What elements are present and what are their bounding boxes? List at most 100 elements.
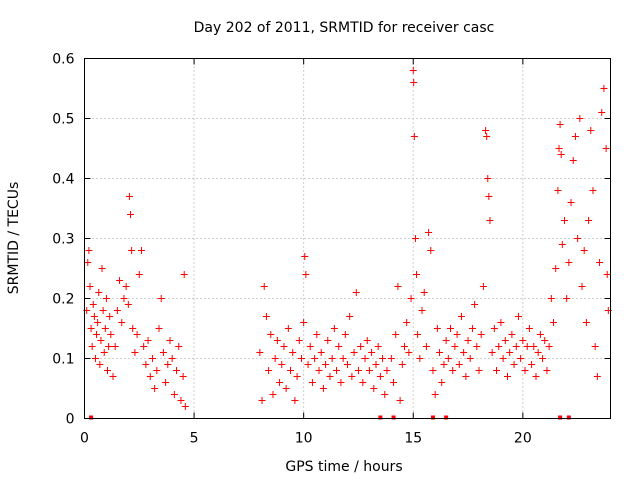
data-point (287, 367, 295, 374)
data-point (151, 385, 159, 392)
data-point (301, 253, 309, 260)
x-tick-label: 5 (190, 431, 199, 447)
data-point (322, 361, 330, 368)
y-tick-label: 0.5 (52, 112, 74, 128)
data-point (591, 343, 599, 350)
data-point (120, 295, 128, 302)
zero-point (444, 415, 449, 420)
data-point (488, 349, 496, 356)
data-point (88, 343, 96, 350)
data-point (512, 343, 520, 350)
data-point (418, 307, 426, 314)
data-point (94, 319, 102, 326)
data-point (410, 79, 418, 86)
data-point (477, 331, 485, 338)
data-point (291, 397, 299, 404)
data-point (392, 331, 400, 338)
data-point (429, 367, 437, 374)
data-point (326, 373, 334, 380)
data-point (181, 403, 189, 410)
data-point (413, 271, 421, 278)
data-point (256, 349, 264, 356)
data-point (258, 397, 266, 404)
y-axis-label: SRMTID / TECUs (6, 182, 22, 295)
y-tick-label: 0.3 (52, 232, 74, 248)
data-point (262, 313, 270, 320)
data-point (142, 361, 150, 368)
data-point (499, 355, 507, 362)
data-point (89, 301, 97, 308)
data-point (328, 355, 336, 362)
data-point (280, 343, 288, 350)
data-point (306, 343, 314, 350)
data-point (422, 343, 430, 350)
data-point (96, 361, 104, 368)
data-point (409, 67, 417, 74)
data-point (555, 145, 563, 152)
data-point (128, 247, 136, 254)
data-point (365, 367, 373, 374)
data-point (381, 391, 389, 398)
data-point (308, 379, 316, 386)
zero-point (430, 415, 435, 420)
data-point (97, 337, 105, 344)
data-point (442, 337, 450, 344)
data-point (530, 343, 538, 350)
data-point (455, 361, 463, 368)
data-point (289, 349, 297, 356)
data-point (337, 379, 345, 386)
data-point (109, 373, 117, 380)
data-point (539, 355, 547, 362)
data-point (102, 295, 110, 302)
y-tick-label: 0.2 (52, 292, 74, 308)
data-point (104, 367, 112, 374)
data-point (100, 349, 108, 356)
data-point (425, 229, 433, 236)
data-point (503, 373, 511, 380)
data-point (133, 331, 141, 338)
data-point (449, 367, 457, 374)
data-point (101, 325, 109, 332)
data-point (95, 289, 103, 296)
data-point (319, 385, 327, 392)
data-point (368, 349, 376, 356)
data-point (168, 355, 176, 362)
data-point (313, 331, 321, 338)
data-point (600, 85, 608, 92)
data-point (485, 193, 493, 200)
data-point (311, 355, 319, 362)
data-point (273, 337, 281, 344)
data-point (506, 349, 514, 356)
data-point (585, 217, 593, 224)
data-point (517, 355, 525, 362)
data-point (278, 361, 286, 368)
data-point (324, 337, 332, 344)
data-point (514, 313, 522, 320)
data-point (525, 325, 533, 332)
data-point (363, 337, 371, 344)
data-point (532, 373, 540, 380)
y-tick-label: 0.6 (52, 52, 74, 68)
data-point (440, 361, 448, 368)
data-point (593, 373, 601, 380)
data-point (300, 319, 308, 326)
data-point (173, 367, 181, 374)
x-tick-label: 15 (404, 431, 422, 447)
data-point (556, 121, 564, 128)
data-point (317, 349, 325, 356)
data-point (396, 397, 404, 404)
data-point (545, 343, 553, 350)
x-tick-label: 0 (80, 431, 89, 447)
data-point (466, 355, 474, 362)
data-point (111, 343, 119, 350)
y-tick-labels: 0 0.1 0.2 0.3 0.4 0.5 0.6 (52, 52, 74, 428)
data-point (523, 343, 531, 350)
data-point (131, 349, 139, 356)
data-point (536, 331, 544, 338)
data-point (376, 373, 384, 380)
data-point (436, 349, 444, 356)
data-point (344, 361, 351, 368)
data-point (179, 373, 187, 380)
data-point (170, 391, 178, 398)
data-point (574, 235, 582, 242)
